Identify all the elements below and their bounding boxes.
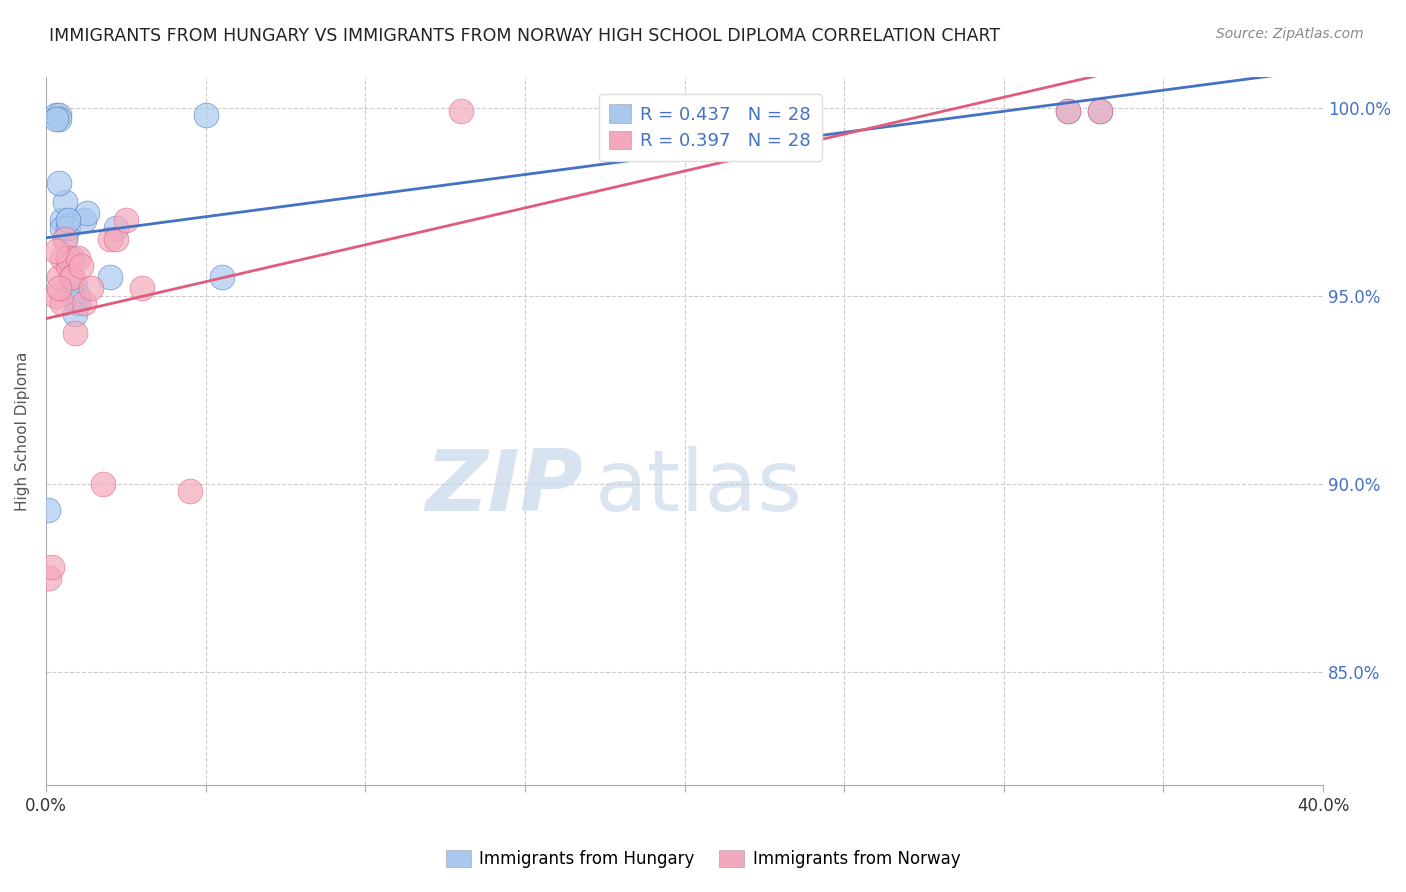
Point	[45, 112, 67, 126]
Point	[105, 221, 128, 235]
Point	[211, 269, 233, 284]
Point	[1088, 104, 1111, 119]
Point	[53, 232, 76, 246]
Point	[48, 112, 70, 126]
Text: ZIP: ZIP	[425, 446, 582, 529]
Text: IMMIGRANTS FROM HUNGARY VS IMMIGRANTS FROM NORWAY HIGH SCHOOL DIPLOMA CORRELATIO: IMMIGRANTS FROM HUNGARY VS IMMIGRANTS FR…	[49, 27, 1000, 45]
Point	[60, 269, 83, 284]
Point	[51, 213, 73, 227]
Point	[1056, 104, 1078, 119]
Legend: R = 0.437   N = 28, R = 0.397   N = 28: R = 0.437 N = 28, R = 0.397 N = 28	[599, 94, 821, 161]
Text: atlas: atlas	[595, 446, 803, 529]
Point	[48, 108, 70, 122]
Point	[53, 194, 76, 209]
Point	[58, 221, 80, 235]
Point	[79, 281, 101, 295]
Point	[37, 503, 59, 517]
Point	[58, 251, 80, 265]
Point	[76, 206, 98, 220]
Point	[98, 269, 121, 284]
Point	[60, 251, 83, 265]
Point	[66, 251, 89, 265]
Point	[63, 277, 86, 292]
Point	[45, 108, 67, 122]
Point	[58, 259, 80, 273]
Point	[58, 213, 80, 227]
Point	[673, 108, 696, 122]
Text: Source: ZipAtlas.com: Source: ZipAtlas.com	[1216, 27, 1364, 41]
Point	[114, 213, 136, 227]
Point	[179, 484, 201, 499]
Point	[45, 288, 67, 302]
Point	[1088, 104, 1111, 119]
Point	[41, 559, 63, 574]
Point	[48, 176, 70, 190]
Point	[66, 288, 89, 302]
Y-axis label: High School Diploma: High School Diploma	[15, 351, 30, 511]
Point	[673, 112, 696, 126]
Point	[70, 259, 93, 273]
Point	[66, 296, 89, 310]
Point	[73, 213, 96, 227]
Point	[63, 308, 86, 322]
Point	[45, 244, 67, 258]
Point	[60, 288, 83, 302]
Point	[450, 104, 472, 119]
Point	[38, 571, 60, 585]
Point	[131, 281, 153, 295]
Point	[194, 108, 217, 122]
Point	[60, 269, 83, 284]
Point	[53, 232, 76, 246]
Point	[48, 281, 70, 295]
Point	[51, 221, 73, 235]
Point	[93, 476, 115, 491]
Point	[105, 232, 128, 246]
Point	[51, 251, 73, 265]
Legend: Immigrants from Hungary, Immigrants from Norway: Immigrants from Hungary, Immigrants from…	[439, 843, 967, 875]
Point	[1056, 104, 1078, 119]
Point	[98, 232, 121, 246]
Point	[48, 269, 70, 284]
Point	[63, 326, 86, 341]
Point	[58, 251, 80, 265]
Point	[51, 296, 73, 310]
Point	[73, 296, 96, 310]
